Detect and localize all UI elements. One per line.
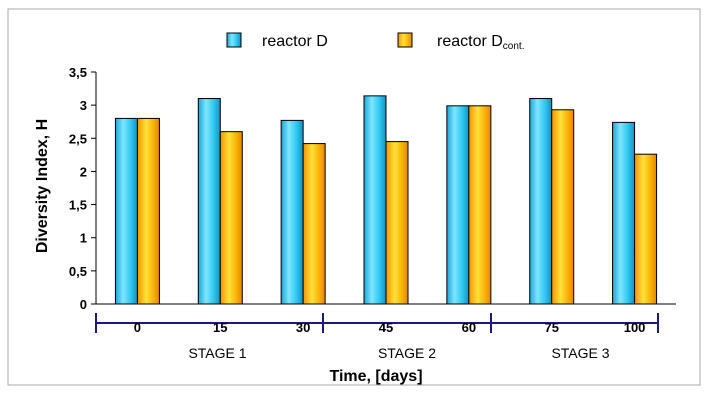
x-tick-label: 15 bbox=[213, 320, 227, 335]
y-tick-label: 3,5 bbox=[69, 65, 87, 80]
bar-reactor-d-15 bbox=[197, 98, 221, 305]
y-tick-label: 0,5 bbox=[69, 264, 87, 279]
stage-label: STAGE 2 bbox=[378, 345, 436, 361]
y-tick-label: 0 bbox=[80, 297, 87, 312]
y-tick-label: 2,5 bbox=[69, 131, 87, 146]
y-tick-label: 1 bbox=[80, 231, 87, 246]
bar-reactor-d-cont-100 bbox=[634, 153, 658, 305]
bar-reactor-d-cont-75 bbox=[551, 109, 575, 305]
legend-label-reactor-d-cont: reactor Dcont. bbox=[437, 33, 524, 52]
bar-reactor-d-cont-15 bbox=[219, 131, 243, 305]
x-tick-label: 60 bbox=[462, 320, 476, 335]
legend: reactor D reactor Dcont. bbox=[226, 32, 524, 52]
bar-reactor-d-0 bbox=[114, 117, 138, 305]
y-tick-label: 3 bbox=[80, 98, 87, 113]
stage-label: STAGE 3 bbox=[551, 345, 609, 361]
y-tick-label: 1,5 bbox=[69, 198, 87, 213]
x-tick-label: 45 bbox=[379, 320, 393, 335]
bar-reactor-d-100 bbox=[612, 121, 636, 305]
bar-reactor-d-cont-30 bbox=[302, 143, 326, 305]
stage-label: STAGE 1 bbox=[188, 345, 246, 361]
x-tick-label: 100 bbox=[624, 320, 646, 335]
bar-reactor-d-cont-0 bbox=[136, 117, 160, 305]
legend-label-reactor-d: reactor D bbox=[262, 33, 328, 50]
legend-swatch-reactor-d-cont bbox=[397, 32, 413, 48]
y-tick-label: 2 bbox=[80, 164, 87, 179]
bar-reactor-d-75 bbox=[529, 98, 553, 305]
bar-reactor-d-cont-60 bbox=[468, 105, 492, 305]
x-axis: 0 15 30 45 60 75 100 STAGE 1 STAGE 2 STAGE 3 bbox=[95, 313, 659, 361]
chart-frame bbox=[7, 8, 701, 386]
bar-reactor-d-30 bbox=[280, 119, 304, 305]
bars-group bbox=[114, 95, 658, 305]
bar-reactor-d-60 bbox=[446, 105, 470, 305]
y-axis-title: Diversity Index, H bbox=[34, 119, 51, 253]
legend-swatch-reactor-d bbox=[226, 32, 242, 48]
bar-reactor-d-45 bbox=[363, 95, 387, 305]
bar-reactor-d-cont-45 bbox=[385, 141, 409, 305]
x-tick-label: 0 bbox=[134, 320, 141, 335]
x-tick-label: 30 bbox=[296, 320, 310, 335]
x-tick-label: 75 bbox=[544, 320, 558, 335]
x-axis-title: Time, [days] bbox=[329, 368, 422, 385]
